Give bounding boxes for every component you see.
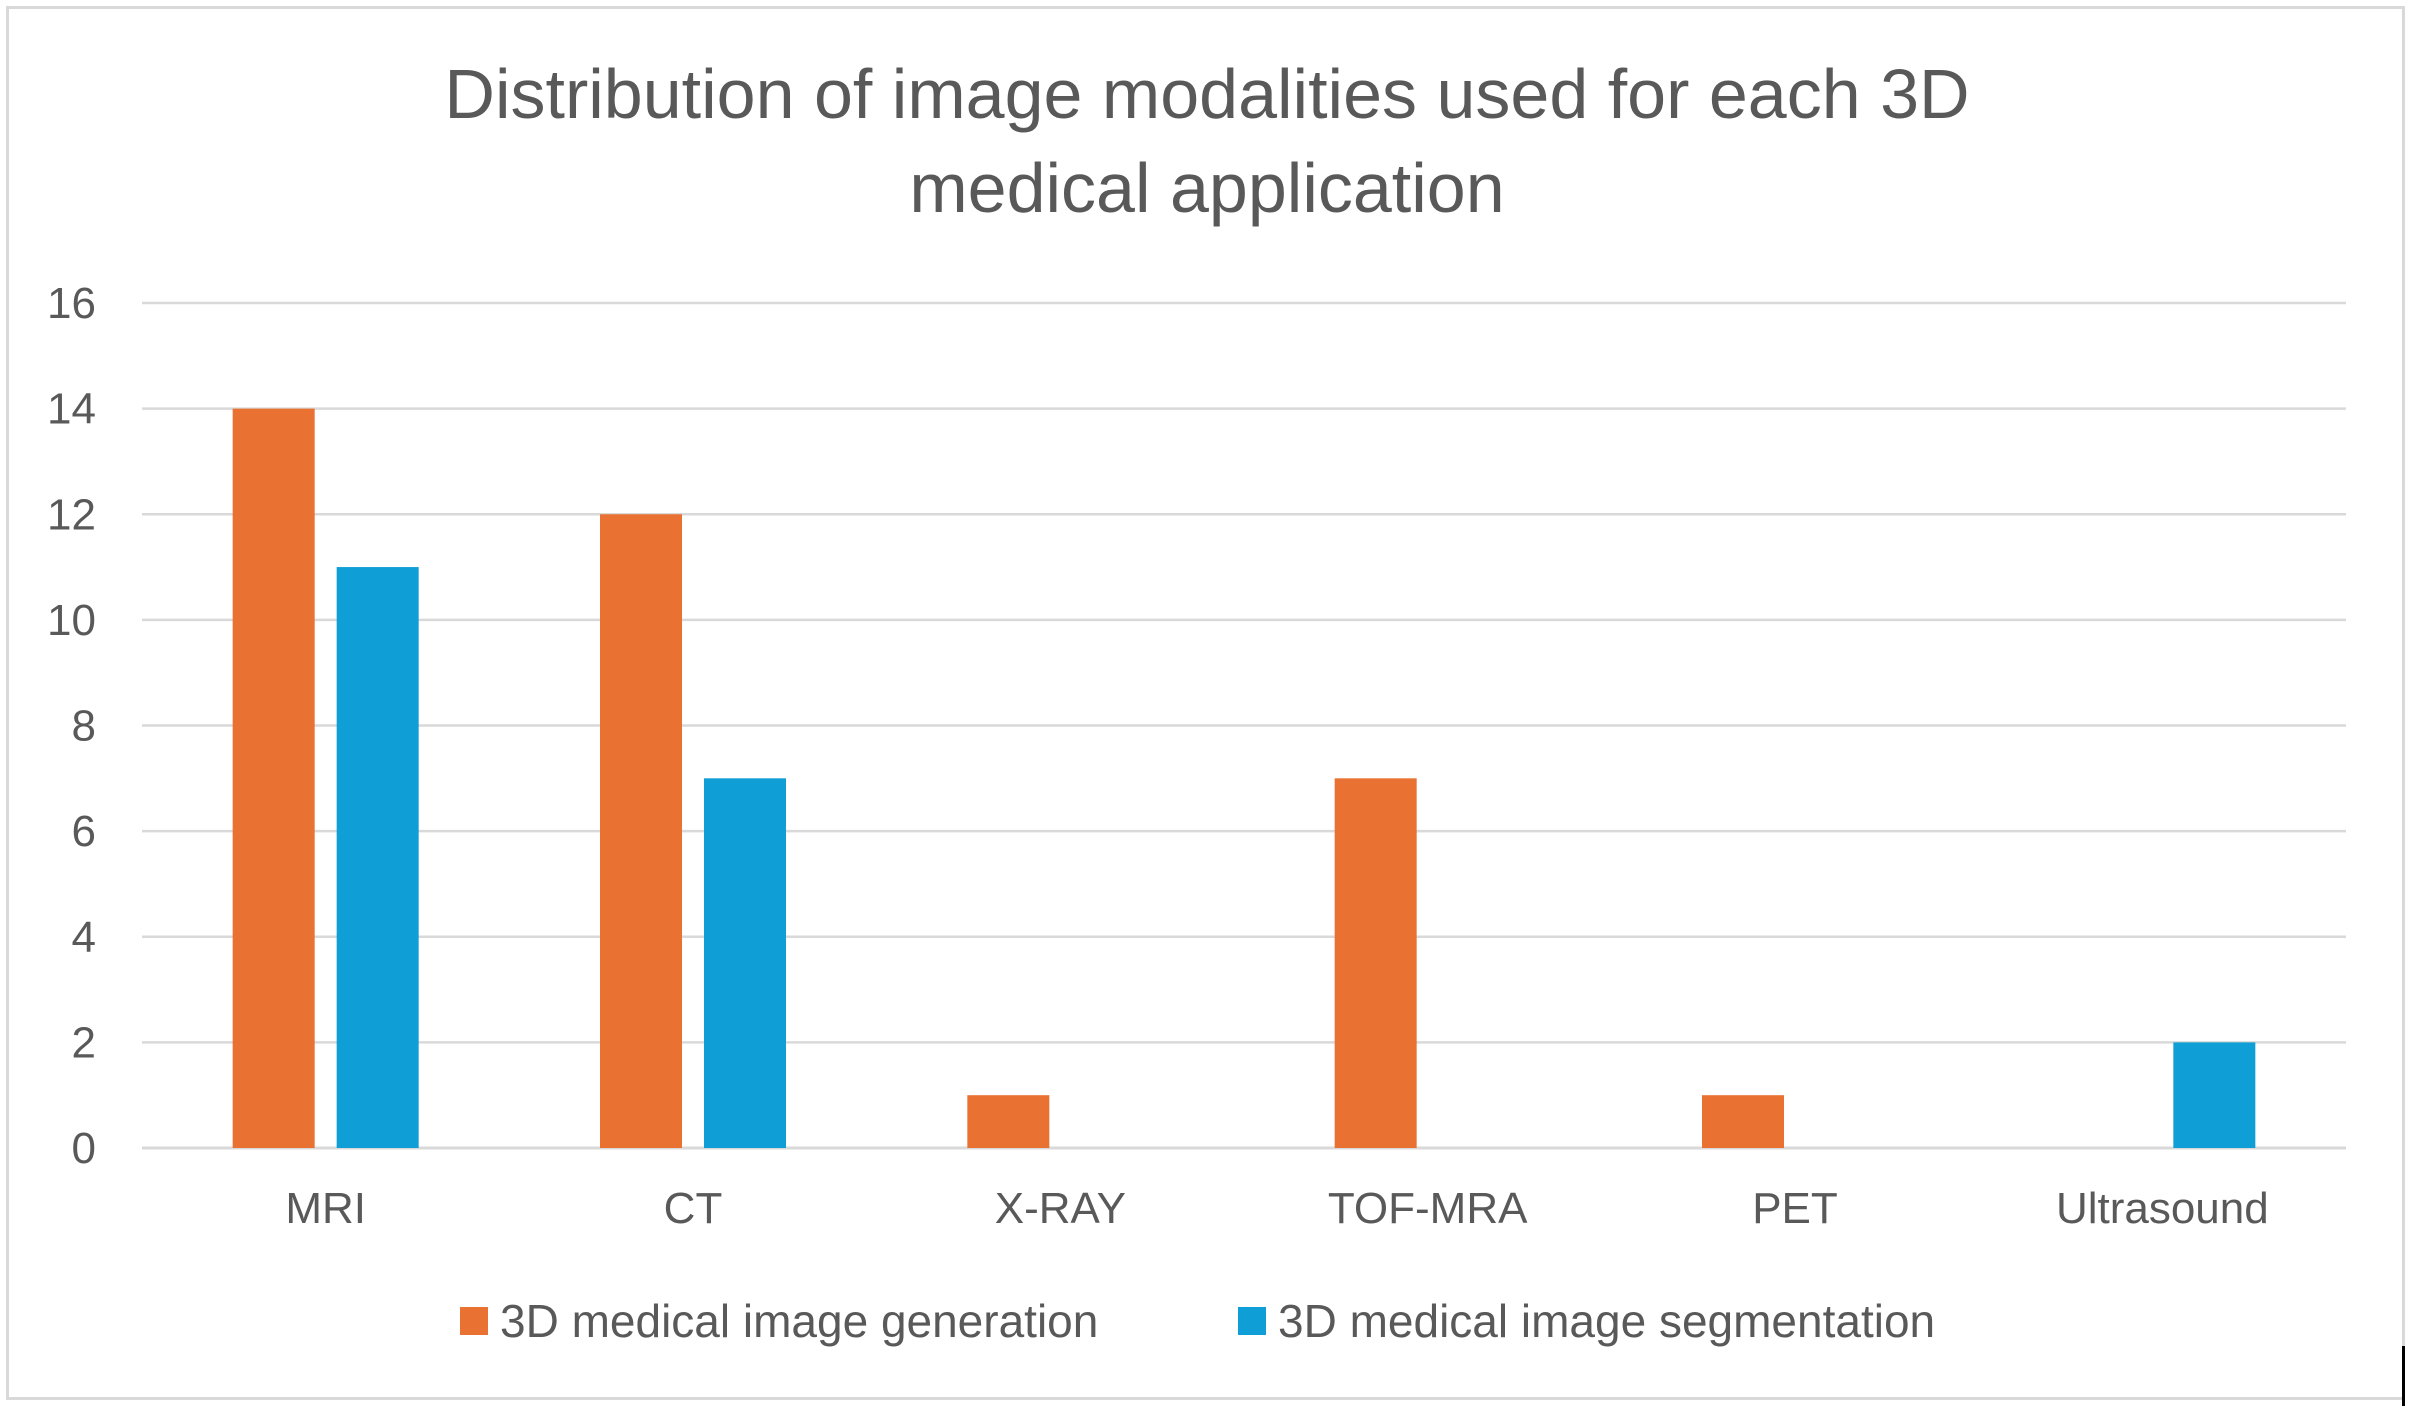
legend-label: 3D medical image generation <box>500 1295 1098 1347</box>
y-tick-label: 6 <box>72 807 96 856</box>
bar-segmentation-ultrasound <box>2173 1042 2256 1148</box>
bar-generation-tof-mra <box>1334 778 1417 1148</box>
x-tick-label: CT <box>664 1184 723 1233</box>
chart-title-line-1: Distribution of image modalities used fo… <box>444 55 1969 133</box>
y-tick-label: 4 <box>72 913 96 962</box>
bars <box>232 408 2256 1148</box>
y-tick-label: 8 <box>72 702 96 751</box>
legend-item-generation: 3D medical image generation <box>460 1295 1098 1347</box>
bar-segmentation-mri <box>336 567 419 1148</box>
x-axis-tick-labels: MRI CT X-RAY TOF-MRA PET Ultrasound <box>285 1184 2268 1233</box>
y-tick-label: 12 <box>47 490 96 539</box>
x-tick-label: TOF-MRA <box>1328 1184 1528 1233</box>
y-tick-label: 10 <box>47 596 96 645</box>
y-tick-label: 0 <box>72 1124 96 1173</box>
bar-segmentation-ct <box>704 778 786 1148</box>
bar-generation-mri <box>232 408 315 1148</box>
chart-title-line-2: medical application <box>909 149 1504 227</box>
bar-generation-ct <box>600 514 682 1148</box>
x-tick-label: Ultrasound <box>2056 1184 2269 1233</box>
legend-swatch <box>1238 1307 1266 1335</box>
y-axis-tick-labels: 0 2 4 6 8 10 12 14 16 <box>47 279 96 1173</box>
gridlines <box>142 301 2346 1150</box>
y-tick-label: 2 <box>72 1018 96 1067</box>
y-tick-label: 16 <box>47 279 96 328</box>
x-tick-label: X-RAY <box>995 1184 1126 1233</box>
y-tick-label: 14 <box>47 385 96 434</box>
legend-item-segmentation: 3D medical image segmentation <box>1238 1295 1935 1347</box>
x-tick-label: PET <box>1752 1184 1838 1233</box>
legend: 3D medical image generation 3D medical im… <box>460 1295 1935 1347</box>
chart-title: Distribution of image modalities used fo… <box>444 55 1969 227</box>
x-tick-label: MRI <box>285 1184 366 1233</box>
text-cursor <box>2402 1346 2405 1406</box>
legend-swatch <box>460 1307 488 1335</box>
bar-generation-x-ray <box>967 1095 1050 1148</box>
bar-generation-pet <box>1702 1095 1784 1148</box>
legend-label: 3D medical image segmentation <box>1278 1295 1935 1347</box>
